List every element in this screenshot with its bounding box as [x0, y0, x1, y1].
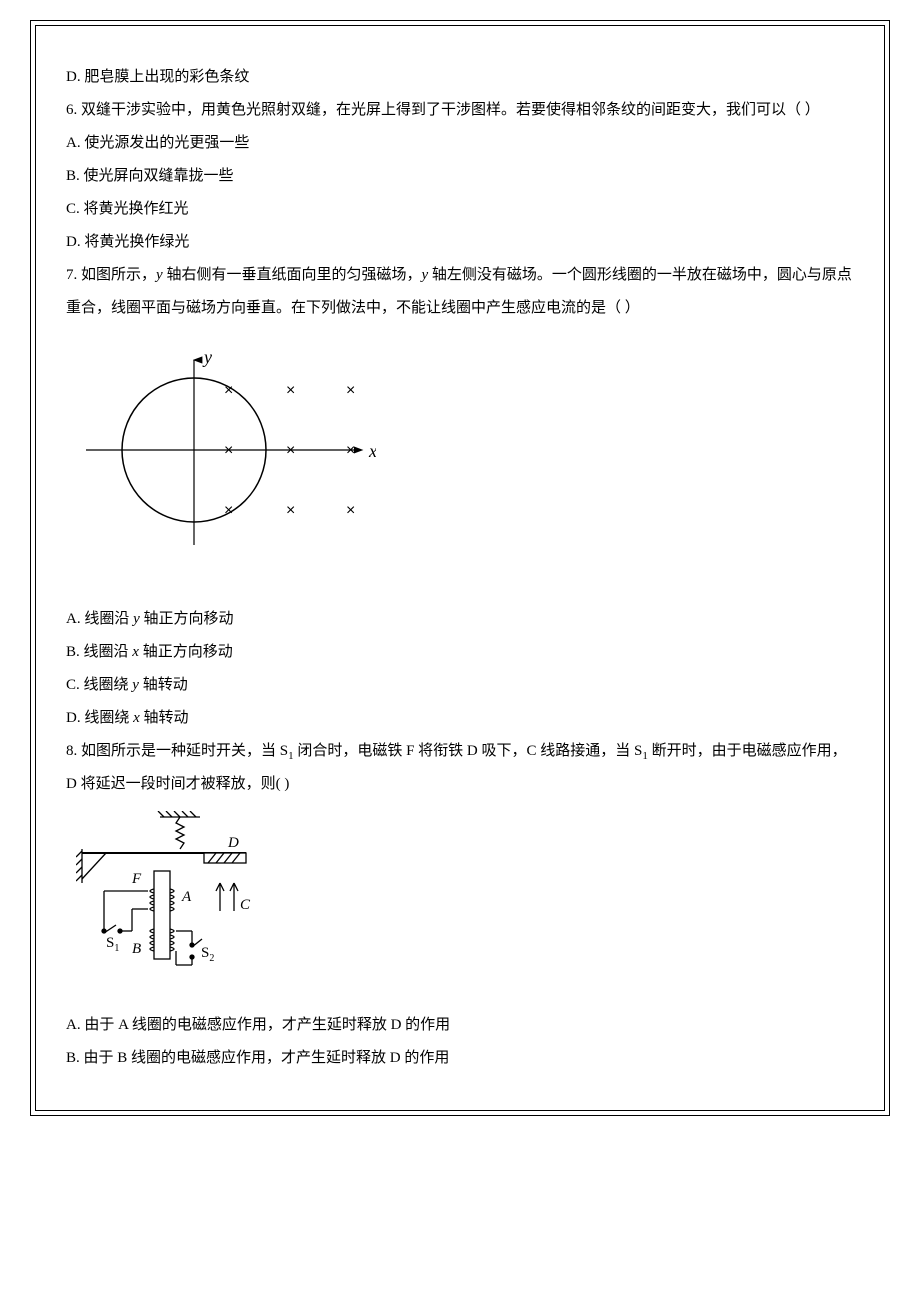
page-outer-frame: D. 肥皂膜上出现的彩色条纹 6. 双缝干涉实验中，用黄色光照射双缝，在光屏上得…: [30, 20, 890, 1116]
svg-text:×: ×: [346, 502, 355, 519]
svg-text:×: ×: [286, 502, 295, 519]
q6-option-a: A. 使光源发出的光更强一些: [66, 127, 854, 160]
q7-stem: 7. 如图所示，y 轴右侧有一垂直纸面向里的匀强磁场，y 轴左侧没有磁场。一个圆…: [66, 259, 854, 325]
svg-text:×: ×: [224, 502, 233, 519]
q8-mid1: 闭合时，电磁铁 F 将衔铁 D 吸下，C 线路接通，当 S: [294, 743, 643, 759]
q6-option-b: B. 使光屏向双缝靠拢一些: [66, 160, 854, 193]
svg-text:×: ×: [286, 382, 295, 399]
svg-text:×: ×: [224, 442, 233, 459]
page-inner-frame: D. 肥皂膜上出现的彩色条纹 6. 双缝干涉实验中，用黄色光照射双缝，在光屏上得…: [35, 25, 885, 1111]
q7-figure: y x × × × × × × × × ×: [76, 335, 854, 578]
label-s1: S1: [106, 935, 119, 954]
q6-option-c: C. 将黄光换作红光: [66, 193, 854, 226]
q7-stem-pre: 7. 如图所示，: [66, 267, 156, 283]
axis-y-label: y: [202, 347, 212, 367]
q7-option-a: A. 线圈沿 y 轴正方向移动: [66, 603, 854, 636]
q7-option-d: D. 线圈绕 x 轴转动: [66, 702, 854, 735]
q8-option-a: A. 由于 A 线圈的电磁感应作用，才产生延时释放 D 的作用: [66, 1009, 854, 1042]
q7-stem-mid1: 轴右侧有一垂直纸面向里的匀强磁场，: [163, 267, 422, 283]
label-s2: S2: [201, 945, 214, 964]
q7-option-c: C. 线圈绕 y 轴转动: [66, 669, 854, 702]
svg-text:×: ×: [224, 382, 233, 399]
q6-stem: 6. 双缝干涉实验中，用黄色光照射双缝，在光屏上得到了干涉图样。若要使得相邻条纹…: [66, 94, 854, 127]
q7-option-b: B. 线圈沿 x 轴正方向移动: [66, 636, 854, 669]
svg-text:×: ×: [286, 442, 295, 459]
q8-figure: D F A B C S1 S2: [76, 811, 854, 984]
label-c: C: [240, 897, 251, 913]
q8-stem: 8. 如图所示是一种延时开关，当 S1 闭合时，电磁铁 F 将衔铁 D 吸下，C…: [66, 735, 854, 801]
label-f: F: [131, 871, 142, 887]
label-b: B: [132, 941, 141, 957]
label-a: A: [181, 889, 192, 905]
svg-text:×: ×: [346, 442, 355, 459]
q8-option-b: B. 由于 B 线圈的电磁感应作用，才产生延时释放 D 的作用: [66, 1042, 854, 1075]
axis-x-label: x: [368, 441, 376, 461]
q7-var-y1: y: [156, 267, 163, 283]
q6-option-d: D. 将黄光换作绿光: [66, 226, 854, 259]
svg-text:×: ×: [346, 382, 355, 399]
q7-diagram-svg: y x × × × × × × × × ×: [76, 335, 376, 565]
label-d: D: [227, 835, 239, 851]
q8-pre: 8. 如图所示是一种延时开关，当 S: [66, 743, 288, 759]
q8-circuit-svg: D F A B C S1 S2: [76, 811, 266, 971]
q5-option-d: D. 肥皂膜上出现的彩色条纹: [66, 61, 854, 94]
